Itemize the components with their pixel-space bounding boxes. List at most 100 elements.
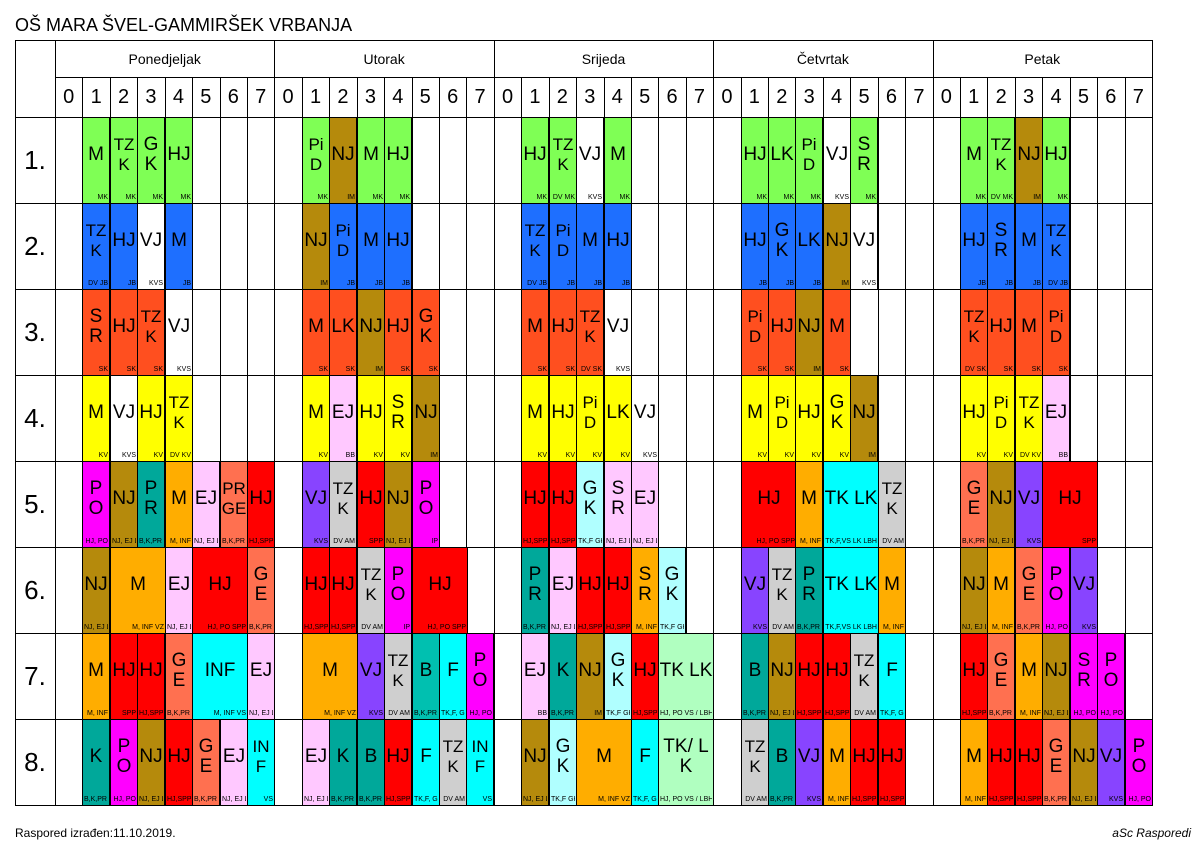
lesson-card[interactable]: TZ K DV AM [741,719,769,806]
lesson-card[interactable]: NJ NJ, EJ LK IM [82,547,110,634]
lesson-card[interactable]: TZ K DV MK [549,117,577,204]
lesson-card[interactable]: M KV [82,375,110,462]
lesson-card[interactable]: G K TK,F GK, VJ [658,547,686,634]
lesson-card[interactable]: NJ NJ, EJ LK [1070,719,1098,806]
lesson-card[interactable]: VJ KVŠ [165,289,193,376]
lesson-card[interactable]: TK LK TK,F,VŠ LK LBH [823,547,879,634]
lesson-card[interactable]: K B,K,PR GE DČ [329,719,357,806]
lesson-card[interactable]: M JB [1015,203,1043,290]
lesson-card[interactable]: M SK [823,289,851,376]
lesson-card[interactable]: VJ KVŠ [823,117,851,204]
lesson-card[interactable]: S R M, INF [631,547,659,634]
lesson-card[interactable]: G K SK [412,289,440,376]
lesson-card[interactable]: S R KV [384,375,412,462]
lesson-card[interactable]: M SK [302,289,330,376]
lesson-card[interactable]: HJ HJ,SPP [850,719,878,806]
lesson-card[interactable]: HJ SK [549,289,577,376]
lesson-card[interactable]: LK JB [795,203,823,290]
lesson-card[interactable]: NJ NJ, EJ LK IM [521,719,549,806]
lesson-card[interactable]: M M, INF [823,719,851,806]
lesson-card[interactable]: NJ IM [329,117,357,204]
lesson-card[interactable]: K B,K,PR GE DČ [549,633,577,720]
lesson-card[interactable]: P R B,K,PR GE DČ [137,461,165,548]
lesson-card[interactable]: P R B,K,PR GE DČ [795,547,823,634]
lesson-card[interactable]: NJ NJ, EJ LK IM [110,461,138,548]
lesson-card[interactable]: G K TK,F GK, VJ [549,719,577,806]
lesson-card[interactable]: Pi D KV [987,375,1015,462]
lesson-card[interactable]: EJ BB [329,375,357,462]
lesson-card[interactable]: M M, INF VZ [576,719,632,806]
lesson-card[interactable]: G E B,K,PR GE DČ [165,633,193,720]
lesson-card[interactable]: HJ KV [357,375,385,462]
lesson-card[interactable]: K B,K,PR GE DČ [82,719,110,806]
lesson-card[interactable]: HJ MK [165,117,193,204]
lesson-card[interactable]: M M, INF [82,633,110,720]
lesson-card[interactable]: HJ HJ,SPP [576,547,604,634]
lesson-card[interactable]: NJ NJ, EJ LK IM [960,547,988,634]
lesson-card[interactable]: G K MK [137,117,165,204]
lesson-card[interactable]: F TK,F, GK, VŠ [412,719,440,806]
lesson-card[interactable]: Pi D MK [302,117,330,204]
lesson-card[interactable]: HJ SK [384,289,412,376]
lesson-card[interactable]: NJ NJ, EJ LK IM [384,461,412,548]
lesson-card[interactable]: S R MK [850,117,878,204]
lesson-card[interactable]: HJ SK [110,289,138,376]
lesson-card[interactable]: NJ IM [823,203,851,290]
lesson-card[interactable]: HJ KV [960,375,988,462]
lesson-card[interactable]: VJ KVŠ [604,289,632,376]
lesson-card[interactable]: P O HJ, PO [110,719,138,806]
lesson-card[interactable]: HJ HJ,SPP [604,547,632,634]
lesson-card[interactable]: B B,K,PR GE DČ [412,633,440,720]
lesson-card[interactable]: EJ NJ, EJ LK BB [165,547,193,634]
lesson-card[interactable]: Pi D KV [576,375,604,462]
lesson-card[interactable]: B B,K,PR GE DČ [741,633,769,720]
lesson-card[interactable]: IN F VŠ [466,719,494,806]
lesson-card[interactable]: VJ KVŠ [357,633,385,720]
lesson-card[interactable]: HJ HJ, PO SPP [192,547,248,634]
lesson-card[interactable]: M KV [521,375,549,462]
lesson-card[interactable]: G K KV [823,375,851,462]
lesson-card[interactable]: G E B,K,PR GE SO [960,461,988,548]
lesson-card[interactable]: M SK [1015,289,1043,376]
lesson-card[interactable]: HJ HJ,SPP [960,633,988,720]
lesson-card[interactable]: HJ MK [741,117,769,204]
lesson-card[interactable]: G E B,K,PR GE SO [192,719,220,806]
lesson-card[interactable]: HJ HJ,SPP [823,633,851,720]
lesson-card[interactable]: M M, INF [795,461,823,548]
lesson-card[interactable]: M JB [357,203,385,290]
lesson-card[interactable]: M SK [521,289,549,376]
lesson-card[interactable]: M M, INF [1015,633,1043,720]
lesson-card[interactable]: M M, INF [165,461,193,548]
lesson-card[interactable]: M KV [302,375,330,462]
lesson-card[interactable]: LK SK [329,289,357,376]
lesson-card[interactable]: NJ NJ, EJ LK IM [1042,633,1070,720]
lesson-card[interactable]: EJ NJ, EJ LK BB [549,547,577,634]
lesson-card[interactable]: M M, INF VZ [110,547,166,634]
lesson-card[interactable]: HJ JB [741,203,769,290]
lesson-card[interactable]: S R HJ, PO [1070,633,1098,720]
lesson-card[interactable]: TK LK HJ, PO VŠ / LBH [658,633,714,720]
lesson-card[interactable]: M M, INF [878,547,906,634]
lesson-card[interactable]: VJ KVŠ [795,719,823,806]
lesson-card[interactable]: TZ K DV AM [357,547,385,634]
lesson-card[interactable]: G E B,K,PR GE SO [987,633,1015,720]
lesson-card[interactable]: HJ HJ,SPP [165,719,193,806]
lesson-card[interactable]: IN F VŠ [247,719,275,806]
lesson-card[interactable]: HJ HJ,SPP [247,461,275,548]
lesson-card[interactable]: G K TK,F GK, VJ [576,461,604,548]
lesson-card[interactable]: Pi D SK [741,289,769,376]
lesson-card[interactable]: HJ SPP [1042,461,1098,548]
lesson-card[interactable]: M KV [741,375,769,462]
lesson-card[interactable]: PR GE B,K,PR GE DČ [220,461,248,548]
lesson-card[interactable]: M MK [960,117,988,204]
lesson-card[interactable]: G K TK,F GK, VJ [604,633,632,720]
lesson-card[interactable]: HJ MK [384,117,412,204]
lesson-card[interactable]: HJ JB [604,203,632,290]
lesson-card[interactable]: NJ IM [357,289,385,376]
lesson-card[interactable]: P O HJ, PO [1097,633,1125,720]
lesson-card[interactable]: NJ IM [850,375,878,462]
lesson-card[interactable]: G E B,K,PR GE SO [1042,719,1070,806]
lesson-card[interactable]: HJ SPP [357,461,385,548]
lesson-card[interactable]: P O IP [412,461,440,548]
lesson-card[interactable]: S R NJ, EJ LK BB [604,461,632,548]
